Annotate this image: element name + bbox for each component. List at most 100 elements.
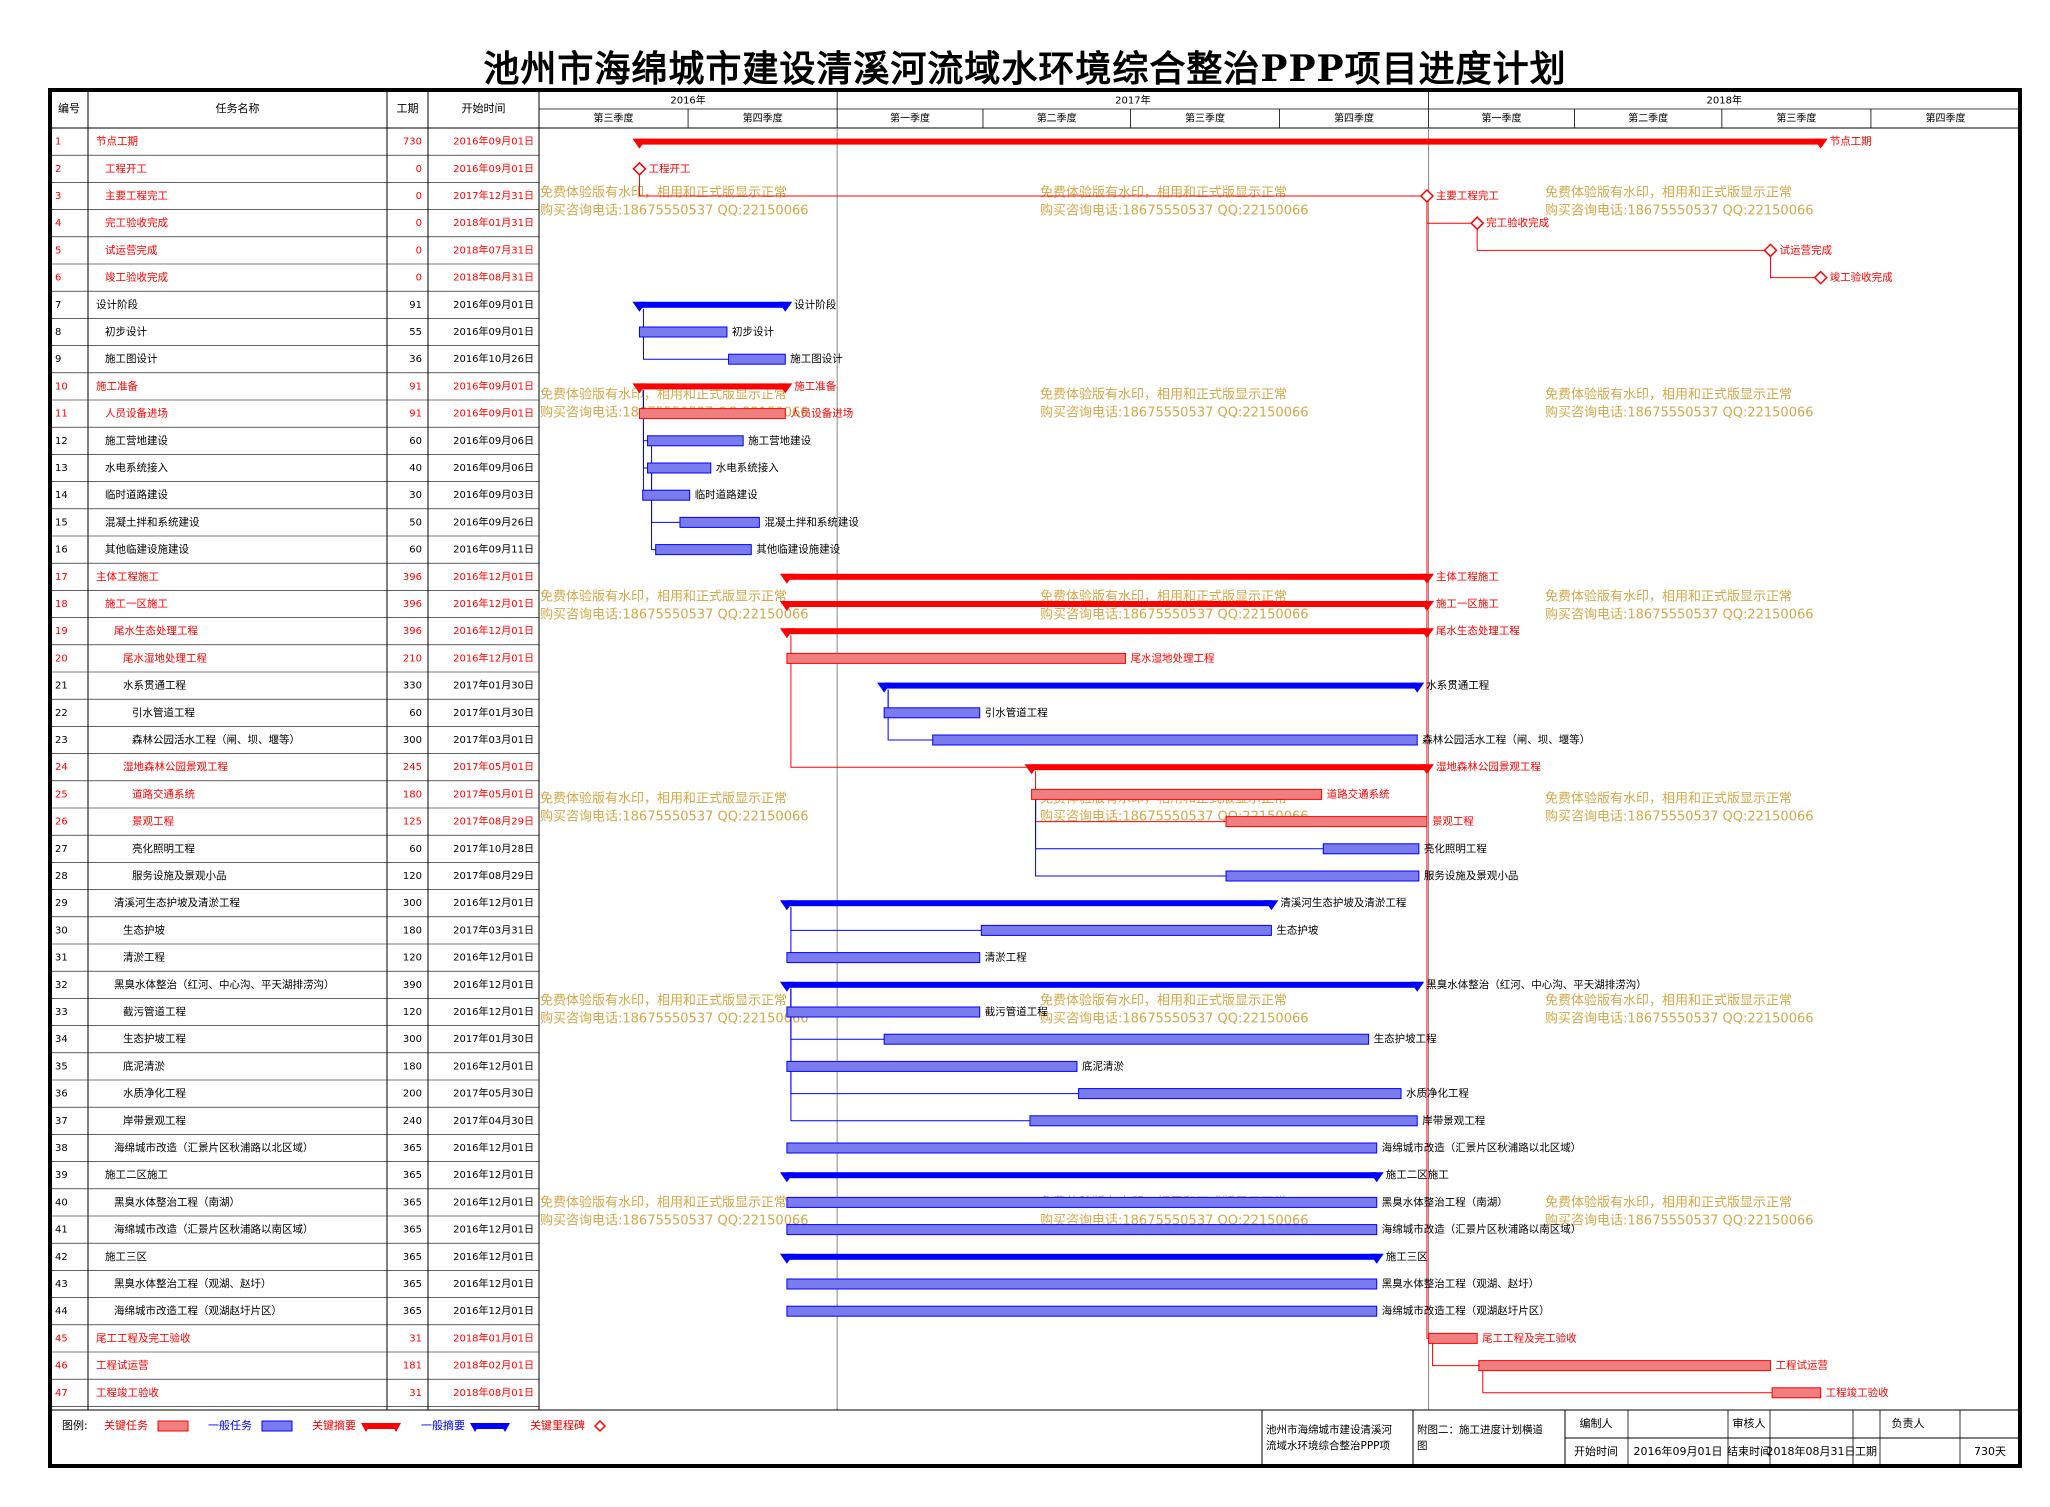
task-id: 35 [55, 1061, 68, 1072]
bar-label: 竣工验收完成 [1830, 271, 1893, 284]
task-bar [786, 1006, 981, 1018]
watermark-line1: 免费体验版有水印，相用和正式版显示正常 [1545, 1195, 1792, 1211]
summary-bar [786, 981, 1418, 988]
task-id: 32 [55, 980, 68, 991]
task-duration: 91 [409, 409, 422, 420]
task-id: 34 [55, 1034, 68, 1045]
task-start: 2016年12月01日 [453, 1195, 534, 1208]
task-name: 完工验收完成 [105, 216, 168, 229]
bar-label: 工程竣工验收 [1826, 1386, 1889, 1399]
task-duration: 396 [403, 626, 422, 637]
watermark-line2: 购买咨询电话:18675550537 QQ:22150066 [540, 1011, 809, 1027]
summary-bar [786, 628, 1427, 635]
task-duration: 36 [409, 354, 422, 365]
task-duration: 180 [403, 1061, 422, 1072]
task-name: 施工图设计 [105, 352, 158, 365]
dependency-link [887, 689, 938, 741]
legend-swatch [261, 1420, 293, 1432]
task-start: 2016年09月01日 [453, 379, 534, 392]
dependency-link [1482, 1369, 1778, 1394]
bar-label: 尾水生态处理工程 [1436, 624, 1520, 637]
task-id: 31 [55, 953, 68, 964]
dependency-link [1035, 798, 1232, 877]
watermark-line2: 购买咨询电话:18675550537 QQ:22150066 [1040, 405, 1309, 421]
watermark-line1: 免费体验版有水印，相用和正式版显示正常 [540, 185, 787, 201]
quarter-label: 第三季度 [1185, 112, 1225, 125]
dependency-link [1476, 227, 1774, 251]
quarter-label: 第四季度 [1334, 112, 1374, 125]
dependency-link [642, 336, 734, 360]
task-duration: 365 [403, 1306, 422, 1317]
task-name: 设计阶段 [96, 298, 138, 311]
task-duration: 390 [403, 980, 422, 991]
task-duration: 120 [403, 953, 422, 964]
task-duration: 55 [409, 327, 422, 338]
task-duration: 31 [409, 1388, 422, 1399]
task-name: 临时道路建设 [105, 488, 168, 501]
task-name: 水质净化工程 [123, 1087, 186, 1100]
task-duration: 240 [403, 1116, 422, 1127]
task-start: 2018年07月31日 [453, 243, 534, 256]
task-id: 44 [55, 1306, 68, 1317]
task-duration: 365 [403, 1197, 422, 1208]
task-duration: 30 [409, 490, 422, 501]
task-start: 2016年12月01日 [453, 624, 534, 637]
watermark-line1: 免费体验版有水印，相用和正式版显示正常 [1545, 589, 1792, 605]
task-name: 截污管道工程 [123, 1005, 186, 1018]
summary-bar-cap [632, 138, 647, 149]
footer-reviewer-label: 审核人 [1733, 1416, 1766, 1430]
task-bar [786, 952, 981, 964]
task-start: 2016年09月01日 [453, 298, 534, 311]
task-start: 2016年12月01日 [453, 570, 534, 583]
task-duration: 180 [403, 925, 422, 936]
summary-bar-cap [778, 383, 793, 394]
task-id: 43 [55, 1279, 68, 1290]
watermark-line1: 免费体验版有水印，相用和正式版显示正常 [1545, 993, 1792, 1009]
task-start: 2016年09月01日 [453, 135, 534, 148]
watermark-line1: 免费体验版有水印，相用和正式版显示正常 [540, 387, 787, 403]
task-id: 47 [55, 1388, 68, 1399]
bar-label: 道路交通系统 [1327, 787, 1390, 800]
task-start: 2016年09月01日 [453, 162, 534, 175]
summary-bar-cap [779, 601, 794, 611]
task-name: 初步设计 [105, 325, 147, 338]
quarter-label: 第四季度 [1925, 112, 1965, 125]
task-id: 27 [55, 844, 68, 855]
task-id: 13 [55, 463, 68, 474]
task-start: 2016年09月01日 [453, 407, 534, 420]
summary-bar-cap [779, 1172, 794, 1183]
task-id: 8 [55, 327, 61, 338]
legend-swatch-cap [391, 1423, 401, 1432]
summary-bar-cap [1369, 1172, 1384, 1183]
outer-frame [48, 88, 2022, 1468]
task-bar [1029, 1115, 1418, 1127]
task-duration: 91 [409, 300, 422, 311]
summary-bar [884, 682, 1418, 689]
summary-bar-cap [1419, 628, 1434, 639]
task-duration: 60 [409, 436, 422, 447]
bar-label: 施工二区施工 [1386, 1168, 1449, 1181]
dependency-link [790, 907, 792, 959]
summary-bar [786, 900, 1272, 907]
bar-label: 施工一区施工 [1436, 597, 1499, 610]
watermark-line1: 免费体验版有水印，相用和正式版显示正常 [540, 791, 787, 807]
summary-bar [786, 601, 1427, 607]
task-duration: 31 [409, 1333, 422, 1344]
bar-label: 清溪河生态护坡及清淤工程 [1280, 896, 1406, 909]
watermark-line1: 免费体验版有水印，相用和正式版显示正常 [540, 589, 787, 605]
summary-bar-cap [632, 383, 647, 394]
summary-bar-cap [779, 1253, 794, 1264]
task-start: 2017年12月31日 [453, 189, 534, 202]
task-start: 2016年12月01日 [453, 1059, 534, 1072]
task-name: 节点工期 [96, 136, 138, 148]
watermark-line1: 免费体验版有水印，相用和正式版显示正常 [1040, 185, 1287, 201]
milestone-marker [632, 161, 647, 176]
bar-label: 工程试运营 [1775, 1359, 1828, 1372]
task-bar [980, 924, 1272, 936]
task-duration: 365 [403, 1279, 422, 1290]
footer-project-name: 流域水环境综合整治PPP项 [1266, 1439, 1390, 1452]
task-id: 23 [55, 735, 68, 746]
bar-label: 完工验收完成 [1486, 216, 1549, 229]
task-start: 2016年12月01日 [453, 1250, 534, 1263]
